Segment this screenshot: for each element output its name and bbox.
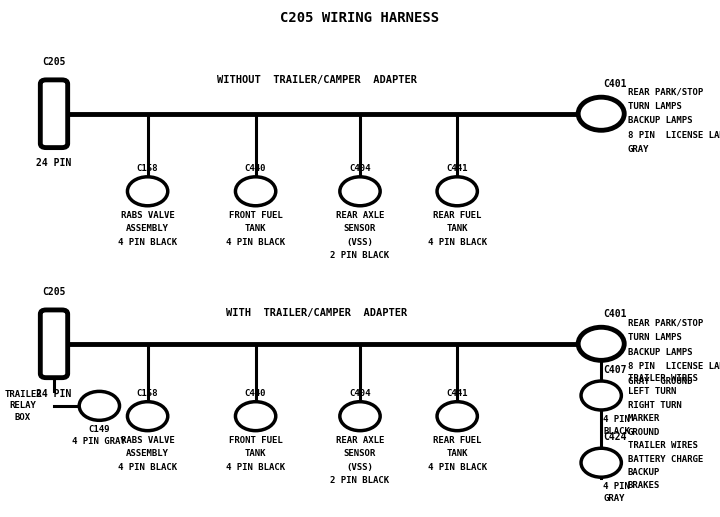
Text: TANK: TANK — [446, 224, 468, 233]
Text: 4 PIN: 4 PIN — [603, 415, 630, 423]
Text: TURN LAMPS: TURN LAMPS — [628, 102, 682, 111]
Text: 2 PIN BLACK: 2 PIN BLACK — [330, 251, 390, 260]
Circle shape — [578, 327, 624, 360]
Text: 24 PIN: 24 PIN — [37, 158, 71, 168]
Circle shape — [127, 177, 168, 206]
Text: 4 PIN BLACK: 4 PIN BLACK — [428, 463, 487, 472]
Text: TANK: TANK — [446, 449, 468, 458]
Text: RABS VALVE: RABS VALVE — [121, 211, 174, 220]
Text: BATTERY CHARGE: BATTERY CHARGE — [628, 454, 703, 464]
Text: (VSS): (VSS) — [346, 238, 374, 247]
Text: BACKUP LAMPS: BACKUP LAMPS — [628, 116, 693, 126]
Text: TANK: TANK — [245, 449, 266, 458]
Text: C205: C205 — [42, 57, 66, 67]
Circle shape — [79, 391, 120, 420]
Text: 4 PIN BLACK: 4 PIN BLACK — [118, 463, 177, 472]
Text: FRONT FUEL: FRONT FUEL — [229, 211, 282, 220]
Text: TANK: TANK — [245, 224, 266, 233]
Text: REAR FUEL: REAR FUEL — [433, 436, 482, 445]
Text: WITH  TRAILER/CAMPER  ADAPTER: WITH TRAILER/CAMPER ADAPTER — [226, 308, 408, 318]
Text: 4 PIN: 4 PIN — [603, 482, 630, 491]
Text: TRAILER WIRES: TRAILER WIRES — [628, 374, 698, 383]
Text: REAR PARK/STOP: REAR PARK/STOP — [628, 318, 703, 328]
Text: C440: C440 — [245, 164, 266, 173]
Text: C404: C404 — [349, 164, 371, 173]
Circle shape — [581, 448, 621, 477]
Text: WITHOUT  TRAILER/CAMPER  ADAPTER: WITHOUT TRAILER/CAMPER ADAPTER — [217, 75, 417, 85]
Text: FRONT FUEL: FRONT FUEL — [229, 436, 282, 445]
Text: GROUND: GROUND — [628, 428, 660, 437]
Text: ASSEMBLY: ASSEMBLY — [126, 224, 169, 233]
Circle shape — [437, 177, 477, 206]
Text: LEFT TURN: LEFT TURN — [628, 387, 676, 397]
Text: REAR AXLE: REAR AXLE — [336, 211, 384, 220]
Text: SENSOR: SENSOR — [344, 224, 376, 233]
Text: 4 PIN BLACK: 4 PIN BLACK — [226, 238, 285, 247]
Text: C407: C407 — [603, 365, 627, 375]
Text: TURN LAMPS: TURN LAMPS — [628, 333, 682, 342]
Text: TRAILER WIRES: TRAILER WIRES — [628, 441, 698, 450]
Text: REAR AXLE: REAR AXLE — [336, 436, 384, 445]
Text: TRAILER
RELAY
BOX: TRAILER RELAY BOX — [4, 389, 42, 422]
Circle shape — [437, 402, 477, 431]
Text: BACKUP: BACKUP — [628, 468, 660, 477]
Text: C158: C158 — [137, 164, 158, 173]
Text: ASSEMBLY: ASSEMBLY — [126, 449, 169, 458]
Text: MARKER: MARKER — [628, 414, 660, 423]
Text: 4 PIN BLACK: 4 PIN BLACK — [118, 238, 177, 247]
Text: 8 PIN  LICENSE LAMPS: 8 PIN LICENSE LAMPS — [628, 131, 720, 140]
Circle shape — [581, 381, 621, 410]
Text: BLACK: BLACK — [603, 427, 630, 436]
Circle shape — [235, 402, 276, 431]
Text: REAR PARK/STOP: REAR PARK/STOP — [628, 87, 703, 97]
Circle shape — [340, 177, 380, 206]
Text: BRAKES: BRAKES — [628, 481, 660, 491]
Circle shape — [235, 177, 276, 206]
FancyBboxPatch shape — [40, 310, 68, 377]
Text: SENSOR: SENSOR — [344, 449, 376, 458]
Text: 8 PIN  LICENSE LAMPS: 8 PIN LICENSE LAMPS — [628, 362, 720, 371]
Circle shape — [578, 97, 624, 130]
Text: GRAY  GROUND: GRAY GROUND — [628, 376, 693, 386]
Text: C401: C401 — [603, 79, 627, 89]
Text: C205: C205 — [42, 287, 66, 297]
Text: 4 PIN BLACK: 4 PIN BLACK — [428, 238, 487, 247]
Text: C440: C440 — [245, 389, 266, 398]
Text: C158: C158 — [137, 389, 158, 398]
Text: C401: C401 — [603, 309, 627, 319]
Text: C404: C404 — [349, 389, 371, 398]
Text: BACKUP LAMPS: BACKUP LAMPS — [628, 347, 693, 357]
Text: 2 PIN BLACK: 2 PIN BLACK — [330, 476, 390, 485]
Circle shape — [127, 402, 168, 431]
FancyBboxPatch shape — [40, 80, 68, 148]
Text: C441: C441 — [446, 164, 468, 173]
Text: (VSS): (VSS) — [346, 463, 374, 472]
Text: RIGHT TURN: RIGHT TURN — [628, 401, 682, 410]
Text: GRAY: GRAY — [628, 145, 649, 155]
Text: C149
4 PIN GRAY: C149 4 PIN GRAY — [73, 425, 126, 446]
Text: 24 PIN: 24 PIN — [37, 389, 71, 399]
Text: RABS VALVE: RABS VALVE — [121, 436, 174, 445]
Text: REAR FUEL: REAR FUEL — [433, 211, 482, 220]
Text: C441: C441 — [446, 389, 468, 398]
Text: 4 PIN BLACK: 4 PIN BLACK — [226, 463, 285, 472]
Text: C205 WIRING HARNESS: C205 WIRING HARNESS — [280, 11, 440, 25]
Text: C424: C424 — [603, 432, 627, 442]
Circle shape — [340, 402, 380, 431]
Text: GRAY: GRAY — [603, 494, 625, 503]
